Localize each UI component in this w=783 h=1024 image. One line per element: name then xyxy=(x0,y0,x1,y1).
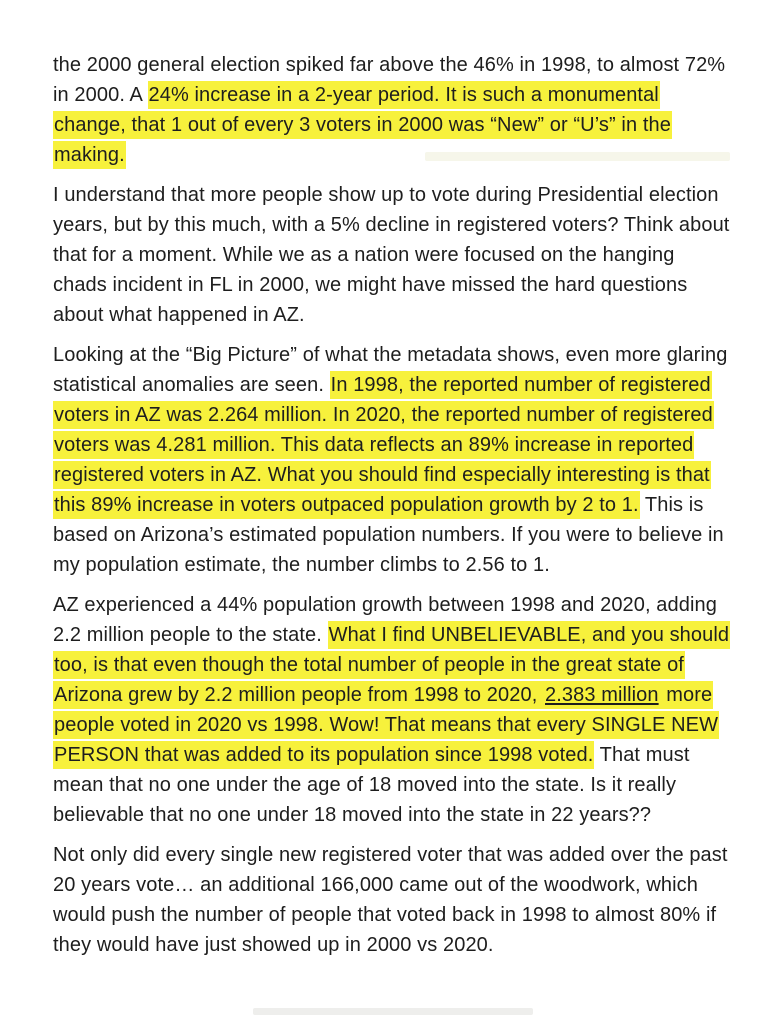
paragraph: Not only did every single new registered… xyxy=(53,840,733,960)
text-segment: This is based on Arizona’s estimated pop… xyxy=(53,494,724,576)
text-segment: Not only did every single new registered… xyxy=(53,844,728,956)
text-segment: AZ experienced a 44% population growth b… xyxy=(53,594,717,646)
text-segment: the 2000 general election spiked far abo… xyxy=(53,54,726,106)
text-segment: That must mean that no one under the age… xyxy=(53,744,690,826)
document-body: the 2000 general election spiked far abo… xyxy=(53,50,733,960)
scan-artifact xyxy=(425,152,730,161)
scan-artifact xyxy=(253,1008,533,1015)
paragraph: Looking at the “Big Picture” of what the… xyxy=(53,340,733,580)
underlined-text: 2.383 million xyxy=(544,681,660,709)
paragraph: I understand that more people show up to… xyxy=(53,180,733,330)
text-segment: Looking at the “Big Picture” of what the… xyxy=(53,344,728,396)
text-segment: I understand that more people show up to… xyxy=(53,184,730,326)
paragraph: AZ experienced a 44% population growth b… xyxy=(53,590,733,830)
